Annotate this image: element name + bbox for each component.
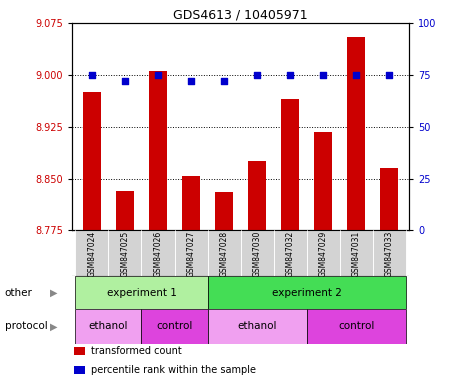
Text: GSM847026: GSM847026 bbox=[153, 230, 162, 276]
Point bbox=[253, 72, 261, 78]
Text: GSM847029: GSM847029 bbox=[319, 230, 328, 276]
Text: percentile rank within the sample: percentile rank within the sample bbox=[91, 364, 256, 374]
Text: GSM847025: GSM847025 bbox=[120, 230, 129, 276]
Point bbox=[220, 78, 228, 84]
Bar bbox=[281, 99, 299, 230]
Text: GSM847024: GSM847024 bbox=[87, 230, 96, 276]
Text: transformed count: transformed count bbox=[91, 346, 181, 356]
Title: GDS4613 / 10405971: GDS4613 / 10405971 bbox=[173, 9, 308, 22]
Bar bbox=[108, 230, 141, 276]
Text: other: other bbox=[5, 288, 33, 298]
Point bbox=[187, 78, 195, 84]
Bar bbox=[83, 92, 101, 230]
Bar bbox=[314, 132, 332, 230]
Bar bbox=[340, 230, 373, 276]
Text: experiment 2: experiment 2 bbox=[272, 288, 342, 298]
Bar bbox=[182, 176, 200, 230]
Bar bbox=[174, 230, 207, 276]
Text: GSM847031: GSM847031 bbox=[352, 230, 361, 276]
Bar bbox=[74, 366, 85, 374]
Bar bbox=[207, 309, 307, 344]
Bar bbox=[380, 167, 399, 230]
Text: ▶: ▶ bbox=[50, 321, 57, 331]
Bar bbox=[149, 71, 167, 230]
Point bbox=[154, 72, 162, 78]
Bar bbox=[248, 161, 266, 230]
Bar bbox=[274, 230, 307, 276]
Point bbox=[121, 78, 129, 84]
Point bbox=[385, 72, 393, 78]
Bar bbox=[207, 230, 241, 276]
Text: GSM847032: GSM847032 bbox=[286, 230, 295, 276]
Bar bbox=[347, 37, 365, 230]
Bar bbox=[141, 309, 207, 344]
Bar bbox=[373, 230, 406, 276]
Text: control: control bbox=[338, 321, 374, 331]
Text: experiment 1: experiment 1 bbox=[106, 288, 176, 298]
Text: GSM847030: GSM847030 bbox=[252, 230, 262, 276]
Point bbox=[88, 72, 96, 78]
Bar bbox=[215, 192, 233, 230]
Point bbox=[319, 72, 327, 78]
Bar bbox=[75, 230, 108, 276]
Text: ▶: ▶ bbox=[50, 288, 57, 298]
Text: GSM847033: GSM847033 bbox=[385, 230, 394, 276]
Text: ethanol: ethanol bbox=[89, 321, 128, 331]
Bar bbox=[207, 276, 406, 309]
Bar bbox=[75, 276, 207, 309]
Text: control: control bbox=[156, 321, 193, 331]
Bar bbox=[116, 191, 134, 230]
Point bbox=[352, 72, 360, 78]
Bar bbox=[74, 347, 85, 355]
Text: ethanol: ethanol bbox=[238, 321, 277, 331]
Text: protocol: protocol bbox=[5, 321, 47, 331]
Bar bbox=[241, 230, 274, 276]
Bar bbox=[141, 230, 174, 276]
Bar bbox=[307, 230, 340, 276]
Bar bbox=[307, 309, 406, 344]
Text: GSM847028: GSM847028 bbox=[219, 230, 229, 276]
Bar bbox=[75, 309, 141, 344]
Point bbox=[286, 72, 294, 78]
Text: GSM847027: GSM847027 bbox=[186, 230, 196, 276]
